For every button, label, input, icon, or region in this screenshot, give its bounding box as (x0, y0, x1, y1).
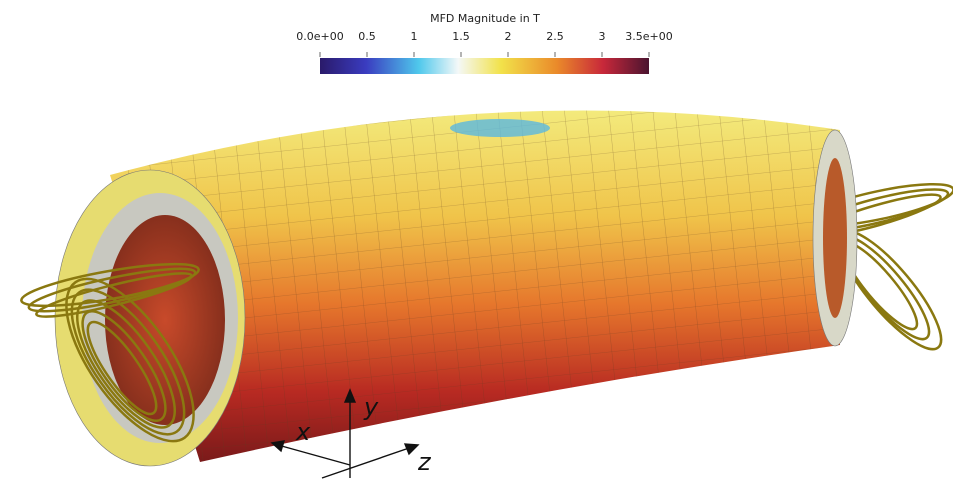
colorbar-tick-label: 2 (505, 30, 512, 43)
viewport: x y z MFD Magnitude in T 0.0e+00 0.5 1 1.5 2… (0, 0, 953, 483)
colorbar-tick-label: 2.5 (546, 30, 564, 43)
hot-spot (450, 119, 550, 137)
colorbar-tick-label: 0.0e+00 (296, 30, 343, 43)
axis-label: y (363, 393, 379, 421)
axis-label: z (417, 448, 432, 476)
axis-label: x (295, 418, 311, 446)
colorbar-tick-label: 0.5 (358, 30, 376, 43)
colorbar (320, 58, 649, 74)
colorbar-tick-label: 3.5e+00 (625, 30, 672, 43)
render: x y z MFD Magnitude in T 0.0e+00 0.5 1 1.5 2… (0, 0, 953, 483)
colorbar-tick-label: 3 (599, 30, 606, 43)
tube-end-right-inner (823, 158, 847, 318)
colorbar-tick-label: 1.5 (452, 30, 470, 43)
colorbar-title: MFD Magnitude in T (430, 12, 540, 25)
colorbar-tick-label: 1 (411, 30, 418, 43)
